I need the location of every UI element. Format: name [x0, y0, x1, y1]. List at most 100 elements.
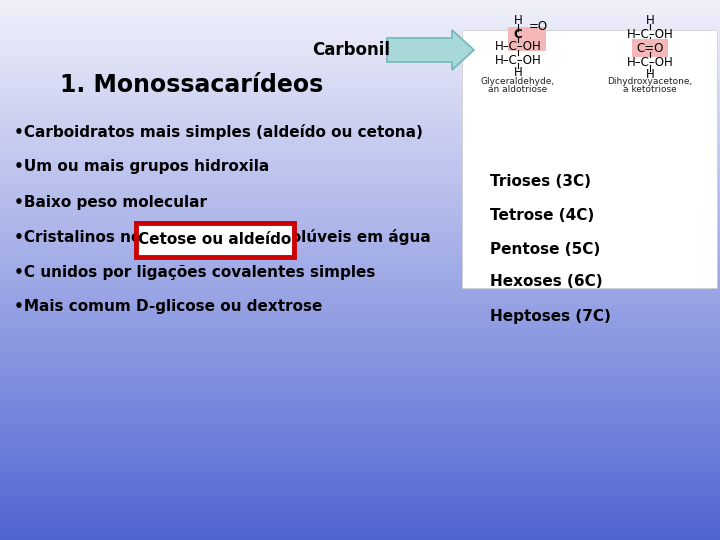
Bar	[0, 354, 720, 356]
Bar	[0, 343, 720, 346]
Bar	[0, 232, 720, 235]
Text: •Carboidratos mais simples (aldeído ou cetona): •Carboidratos mais simples (aldeído ou c…	[14, 124, 423, 140]
Bar	[0, 335, 720, 338]
Bar	[0, 310, 720, 313]
Text: Trioses (3C): Trioses (3C)	[490, 174, 591, 190]
Bar	[0, 138, 720, 140]
Bar	[0, 464, 720, 467]
Bar	[0, 224, 720, 227]
Bar	[0, 286, 720, 289]
Bar	[0, 418, 720, 421]
Bar	[0, 103, 720, 105]
Bar	[0, 305, 720, 308]
Bar	[0, 84, 720, 86]
Bar	[0, 54, 720, 57]
Bar	[0, 448, 720, 451]
Bar	[0, 424, 720, 427]
Bar	[0, 362, 720, 364]
Bar	[0, 256, 720, 259]
Bar	[0, 186, 720, 189]
Bar	[0, 472, 720, 475]
Bar	[0, 140, 720, 143]
Bar	[0, 370, 720, 373]
FancyBboxPatch shape	[136, 223, 294, 257]
Bar	[0, 483, 720, 486]
Bar	[0, 57, 720, 59]
Bar	[0, 8, 720, 11]
Bar	[0, 281, 720, 284]
Bar	[0, 170, 720, 173]
Bar	[0, 49, 720, 51]
Bar	[0, 300, 720, 302]
Bar	[0, 24, 720, 27]
Bar	[0, 429, 720, 432]
Bar	[0, 89, 720, 92]
Bar	[0, 526, 720, 529]
Text: Dihydroxyacetone,: Dihydroxyacetone,	[608, 78, 693, 86]
Text: C: C	[513, 28, 523, 40]
Bar	[0, 470, 720, 472]
Bar	[0, 321, 720, 324]
Bar	[0, 481, 720, 483]
Bar	[0, 59, 720, 62]
Bar	[0, 178, 720, 181]
Bar	[0, 346, 720, 348]
Bar	[0, 467, 720, 470]
Bar	[0, 440, 720, 443]
Text: a ketotriose: a ketotriose	[623, 85, 677, 94]
Bar	[0, 535, 720, 537]
Bar	[0, 508, 720, 510]
Bar	[0, 205, 720, 208]
Text: H–C–OH: H–C–OH	[626, 28, 673, 40]
Bar	[0, 273, 720, 275]
Bar	[0, 151, 720, 154]
Bar	[0, 308, 720, 310]
Text: •Cristalinos no estado sólido e solúveis em água: •Cristalinos no estado sólido e solúveis…	[14, 229, 431, 245]
Bar	[0, 230, 720, 232]
Bar	[0, 381, 720, 383]
Bar	[0, 394, 720, 397]
Bar	[0, 348, 720, 351]
Bar	[0, 143, 720, 146]
Text: Cetose ou aldeído: Cetose ou aldeído	[138, 233, 292, 247]
Bar	[0, 251, 720, 254]
Bar	[0, 351, 720, 354]
Text: Tetrose (4C): Tetrose (4C)	[490, 207, 594, 222]
Bar	[0, 408, 720, 410]
Bar	[0, 265, 720, 267]
Bar	[0, 5, 720, 8]
Bar	[0, 332, 720, 335]
Bar	[0, 227, 720, 229]
Bar	[0, 119, 720, 122]
Bar	[0, 338, 720, 340]
Bar	[0, 356, 720, 359]
Bar	[0, 383, 720, 386]
Bar	[0, 78, 720, 81]
Bar	[0, 238, 720, 240]
Bar	[0, 194, 720, 197]
Bar	[0, 446, 720, 448]
Bar	[0, 375, 720, 378]
Bar	[0, 397, 720, 400]
Bar	[0, 378, 720, 381]
Bar	[0, 154, 720, 157]
Bar	[462, 30, 717, 288]
Bar	[0, 454, 720, 456]
Bar	[0, 513, 720, 516]
Bar	[0, 502, 720, 505]
Bar	[0, 416, 720, 418]
Bar	[0, 111, 720, 113]
Bar	[0, 510, 720, 513]
Bar	[0, 35, 720, 38]
Bar	[0, 219, 720, 221]
Bar	[0, 113, 720, 116]
Bar	[0, 327, 720, 329]
Bar	[0, 73, 720, 76]
Bar	[0, 302, 720, 305]
Bar	[0, 197, 720, 200]
Bar	[0, 254, 720, 256]
Bar	[0, 124, 720, 127]
Bar	[0, 316, 720, 319]
Bar	[0, 40, 720, 43]
Bar	[0, 162, 720, 165]
